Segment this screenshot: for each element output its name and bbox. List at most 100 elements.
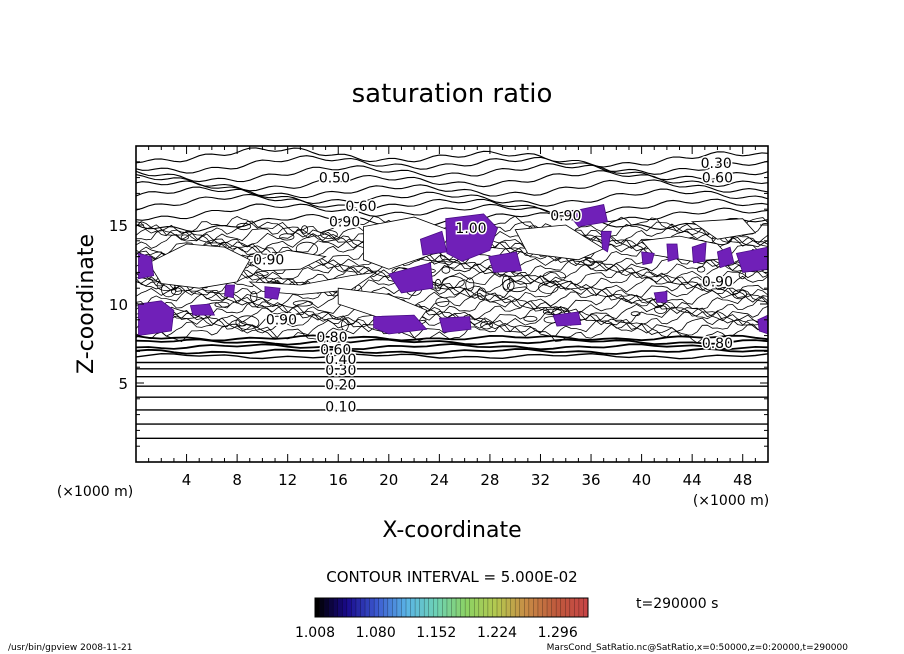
colorbar-segment: [401, 598, 407, 617]
colorbar-segment: [324, 598, 329, 617]
y-axis-label: Z-coordinate: [74, 234, 99, 374]
contour-label: 0.80: [702, 336, 733, 352]
colorbar-segment: [428, 598, 434, 617]
contour-line: [136, 343, 768, 351]
colorbar-segment: [355, 598, 361, 617]
x-tick-label: 4: [182, 471, 192, 489]
x-tick-label: 44: [683, 471, 702, 489]
contour-loop: [654, 304, 668, 314]
contour-loop: [180, 234, 189, 240]
colorbar-segment: [315, 598, 320, 617]
contour-label: 0.90: [329, 215, 360, 231]
x-tick-label: 40: [632, 471, 651, 489]
clear-region: [691, 218, 757, 240]
colorbar-segment: [560, 598, 566, 617]
y-axis-unit: (×1000 m): [57, 484, 133, 500]
contour-loop: [214, 301, 230, 308]
colorbar-tick-labels: 1.008 1.080 1.152 1.224 1.296: [295, 625, 578, 641]
contour-label: 0.20: [325, 377, 356, 393]
supersaturation-region: [600, 230, 612, 253]
colorbar-segment: [510, 598, 516, 617]
x-tick-label: 12: [278, 471, 297, 489]
supersaturation-region: [666, 243, 679, 262]
contour-line: [136, 338, 768, 346]
x-tick-label: 36: [581, 471, 600, 489]
colorbar-segment: [383, 598, 389, 617]
y-axis-ticks: 5 10 15: [109, 161, 768, 447]
time-label: t=290000 s: [636, 596, 718, 612]
colorbar-segment: [465, 598, 470, 617]
colorbar-segment: [551, 598, 557, 617]
footer-program-date: /usr/bin/gpview 2008-11-21: [8, 643, 132, 653]
contour-label: 0.30: [701, 156, 732, 172]
supersaturation-region: [488, 251, 523, 273]
colorbar-segment: [537, 598, 543, 617]
x-tick-label: 8: [232, 471, 242, 489]
supersaturation-region: [373, 314, 428, 335]
contour-loop: [523, 315, 538, 322]
colorbar-tick-label: 1.224: [477, 625, 517, 641]
contour-loop: [502, 274, 511, 290]
colorbar-segment: [451, 598, 457, 617]
colorbar-segment: [433, 598, 439, 617]
colorbar-segment: [437, 598, 443, 617]
x-axis-ticks: 4 8 12 16 20 24 28 32 36 40 44 48: [148, 146, 756, 489]
footer-file-info: MarsCond_SatRatio.nc@SatRatio,x=0:50000,…: [547, 643, 849, 653]
supersaturation-region: [552, 311, 582, 327]
colorbar-segment: [583, 598, 589, 617]
x-tick-label: 16: [329, 471, 348, 489]
colorbar-segment: [469, 598, 475, 617]
contour-label: 0.80: [316, 330, 347, 346]
contour-loop: [292, 300, 313, 307]
colorbar-segment: [574, 598, 580, 617]
contour-line: [136, 186, 768, 207]
contour-loop: [340, 318, 349, 331]
colorbar-segment: [501, 598, 507, 617]
contour-loop: [476, 287, 487, 301]
contour-label: 1.00: [455, 221, 486, 237]
supersaturation-region: [691, 241, 707, 264]
y-tick-label: 5: [118, 375, 128, 393]
contour-label: 0.90: [550, 208, 581, 224]
contour-label: 0.10: [325, 399, 356, 415]
x-tick-label: 32: [531, 471, 550, 489]
colorbar-segment: [396, 598, 402, 617]
colorbar-tick-label: 1.296: [538, 625, 578, 641]
contour-label: 0.60: [702, 170, 733, 186]
colorbar-segment: [346, 598, 352, 617]
colorbar-segment: [328, 598, 334, 617]
colorbar-segment: [474, 598, 480, 617]
colorbar-segment: [442, 598, 448, 617]
supersaturation-region: [264, 286, 281, 300]
contour-line: [136, 163, 768, 183]
contour-loop: [442, 276, 465, 289]
colorbar-segment: [456, 598, 461, 617]
colorbar-segment: [497, 598, 502, 617]
x-axis-unit: (×1000 m): [693, 493, 769, 509]
contour-label: 0.40: [325, 352, 356, 368]
clear-region: [148, 243, 251, 289]
clear-region: [640, 235, 731, 262]
colorbar-segment: [360, 598, 366, 617]
supersaturation-region: [224, 284, 236, 299]
colorbar-segment: [351, 598, 357, 617]
contour-loop: [235, 315, 260, 330]
colorbar-segment: [415, 598, 420, 617]
colorbar-segment: [378, 598, 384, 617]
supersaturation-region: [735, 246, 768, 273]
contour-interval-text: CONTOUR INTERVAL = 5.000E-02: [326, 568, 577, 586]
colorbar-segment: [446, 598, 452, 617]
contour-label: 0.90: [266, 313, 297, 329]
contour-line: [136, 322, 768, 344]
supersaturation-region: [388, 262, 434, 294]
supersaturation-region: [189, 303, 216, 316]
x-tick-label: 20: [379, 471, 398, 489]
x-axis-label: X-coordinate: [382, 518, 521, 543]
colorbar-segment: [392, 598, 398, 617]
contour-label: 0.90: [702, 275, 733, 291]
contour-loop: [465, 277, 475, 292]
contour-loop: [732, 289, 747, 300]
colorbar-segment: [492, 598, 498, 617]
contour-label: 0.90: [253, 253, 284, 269]
colorbar-segment: [369, 598, 375, 617]
